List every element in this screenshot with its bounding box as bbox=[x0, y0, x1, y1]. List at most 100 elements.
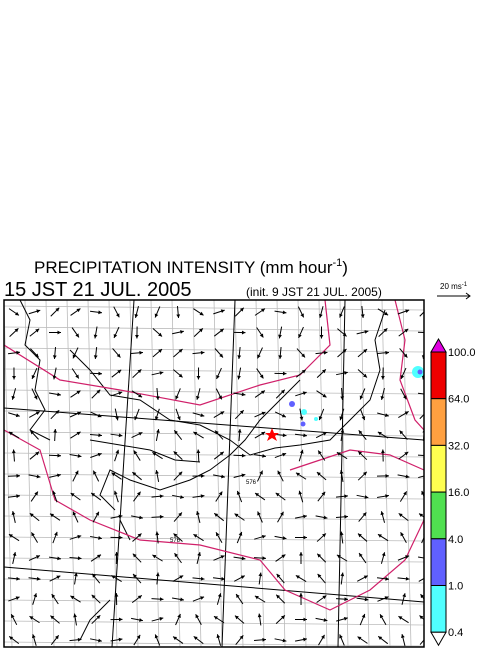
wind-arrow bbox=[91, 555, 101, 562]
wind-arrow bbox=[257, 328, 264, 338]
wind-arrow bbox=[174, 512, 182, 521]
wind-arrow bbox=[155, 470, 159, 482]
legend-swatch bbox=[431, 539, 446, 586]
arrow-head bbox=[201, 577, 205, 581]
wind-arrow bbox=[12, 450, 16, 462]
wind-scale-label: 20 ms-1 bbox=[440, 282, 468, 291]
wind-arrow bbox=[236, 635, 244, 644]
wind-arrow bbox=[172, 598, 184, 602]
wind-arrow bbox=[73, 471, 79, 482]
wind-arrow bbox=[9, 636, 19, 643]
wind-arrow bbox=[114, 491, 118, 502]
wind-arrow bbox=[234, 331, 246, 335]
precip-cell bbox=[301, 409, 307, 415]
wind-arrow bbox=[155, 306, 160, 317]
height-contour bbox=[4, 300, 330, 405]
arrow-head bbox=[156, 573, 160, 577]
wind-arrow bbox=[398, 577, 410, 581]
wind-arrow bbox=[234, 556, 246, 560]
wind-arrow bbox=[152, 515, 164, 519]
wind-arrow bbox=[71, 309, 81, 316]
arrow-head bbox=[11, 396, 15, 400]
arrow-head bbox=[156, 396, 160, 400]
grid-line bbox=[4, 642, 424, 646]
arrow-head bbox=[155, 470, 159, 474]
legend-bottom-triangle bbox=[431, 632, 446, 645]
wind-arrow bbox=[152, 617, 164, 621]
arrow-head bbox=[381, 396, 385, 400]
arrow-head bbox=[196, 450, 200, 454]
wind-arrow bbox=[74, 573, 78, 585]
precip-cell bbox=[301, 422, 306, 427]
arrow-head bbox=[344, 515, 348, 519]
arrow-head bbox=[426, 392, 430, 396]
wind-arrow bbox=[12, 511, 16, 523]
wind-arrow bbox=[29, 577, 41, 581]
wind-arrow bbox=[51, 308, 60, 316]
arrow-head bbox=[324, 618, 328, 622]
wind-arrow bbox=[336, 494, 348, 498]
arrow-head bbox=[159, 617, 163, 621]
wind-arrow bbox=[234, 576, 245, 582]
wind-arrow bbox=[216, 389, 222, 400]
arrow-head bbox=[216, 634, 220, 638]
wind-arrow bbox=[295, 638, 307, 642]
grid-line bbox=[67, 300, 75, 647]
wind-arrow bbox=[358, 451, 367, 459]
arrow-head bbox=[115, 417, 119, 421]
wind-arrow bbox=[172, 330, 184, 334]
wind-arrow bbox=[29, 309, 40, 313]
wind-arrow bbox=[213, 577, 225, 581]
arrow-head bbox=[426, 556, 430, 560]
wind-arrow bbox=[133, 554, 141, 563]
arrow-head bbox=[16, 577, 20, 581]
arrow-head bbox=[344, 494, 348, 498]
title-end: ) bbox=[342, 258, 348, 277]
arrow-head bbox=[300, 417, 304, 421]
wind-arrow bbox=[214, 329, 223, 336]
title-sup: -1 bbox=[332, 257, 342, 269]
wind-arrow bbox=[90, 310, 102, 314]
legend-swatch bbox=[431, 586, 446, 633]
grid-line bbox=[487, 300, 495, 647]
wind-arrow bbox=[337, 349, 346, 357]
wind-arrow bbox=[53, 429, 57, 441]
wind-arrow bbox=[400, 491, 406, 501]
arrow-head bbox=[299, 552, 303, 556]
wind-arrow bbox=[193, 577, 205, 581]
wind-arrow bbox=[11, 614, 17, 625]
wind-arrow bbox=[317, 369, 326, 377]
arrow-head bbox=[160, 371, 164, 375]
wind-arrow bbox=[70, 596, 80, 602]
wind-arrow bbox=[70, 556, 82, 560]
wind-arrow bbox=[29, 616, 39, 623]
wind-arrow bbox=[298, 307, 303, 318]
arrow-head bbox=[98, 372, 102, 376]
grid-line bbox=[4, 600, 424, 604]
arrow-head bbox=[57, 454, 61, 458]
arrow-head bbox=[424, 308, 428, 312]
arrow-head bbox=[424, 410, 428, 414]
wind-arrow bbox=[92, 595, 101, 603]
arrow-head bbox=[160, 494, 164, 498]
wind-arrow bbox=[318, 492, 325, 501]
coastline bbox=[120, 520, 130, 540]
arrow-head bbox=[156, 429, 160, 433]
wind-arrow bbox=[30, 513, 39, 520]
wind-arrow bbox=[213, 475, 225, 479]
arrow-head bbox=[53, 355, 57, 359]
wind-arrow bbox=[31, 492, 38, 502]
wind-arrow bbox=[254, 535, 266, 539]
wind-arrow bbox=[299, 552, 303, 564]
legend-label: 64.0 bbox=[448, 394, 469, 406]
arrow-head bbox=[402, 593, 406, 597]
arrow-head bbox=[426, 473, 430, 477]
arrow-head bbox=[381, 511, 385, 515]
grid-line bbox=[151, 300, 159, 647]
wind-arrow bbox=[193, 596, 204, 601]
wind-arrow bbox=[401, 634, 405, 646]
wind-arrow bbox=[90, 433, 102, 437]
wind-sup: -1 bbox=[462, 282, 468, 288]
wind-arrow bbox=[237, 347, 241, 359]
arrow-head bbox=[180, 330, 184, 334]
